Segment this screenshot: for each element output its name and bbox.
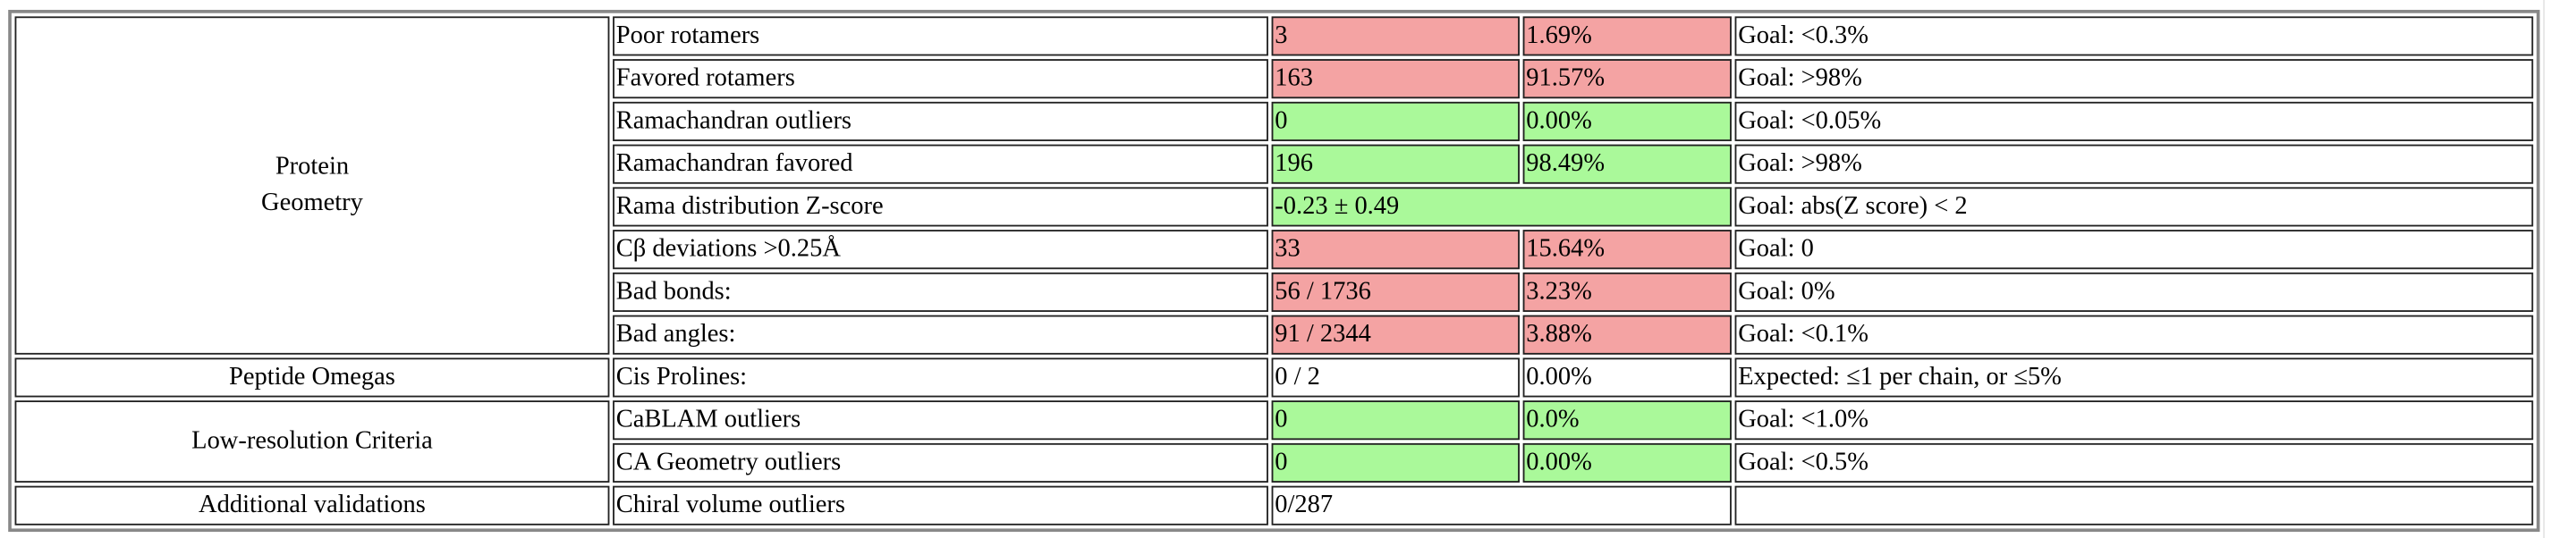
- metric-count: 56 / 1736: [1271, 272, 1520, 312]
- table-row: Bad bonds: 56 / 1736 3.23% Goal: 0%: [15, 272, 2534, 312]
- metric-goal: Goal: <0.3%: [1734, 16, 2534, 56]
- metric-percent: 0.0%: [1522, 400, 1732, 441]
- metric-goal: Goal: <0.5%: [1734, 442, 2534, 483]
- metric-count: 91 / 2344: [1271, 315, 1520, 355]
- metric-goal: Goal: <1.0%: [1734, 400, 2534, 441]
- metric-count: 0 / 2: [1271, 357, 1520, 398]
- metric-name: Rama distribution Z-score: [613, 187, 1268, 227]
- table-row: CA Geometry outliers 0 0.00% Goal: <0.5%: [15, 442, 2534, 483]
- metric-name: CaBLAM outliers: [613, 400, 1268, 441]
- metric-count: 163: [1271, 59, 1520, 99]
- metric-name: Ramachandran outliers: [613, 101, 1268, 141]
- metric-percent: 1.69%: [1522, 16, 1732, 56]
- metric-count: 33: [1271, 230, 1520, 270]
- metric-percent: 15.64%: [1522, 230, 1732, 270]
- metric-percent: 0.00%: [1522, 357, 1732, 398]
- metric-count: 0: [1271, 442, 1520, 483]
- metric-name: Ramachandran favored: [613, 144, 1268, 184]
- metric-percent: 98.49%: [1522, 144, 1732, 184]
- metric-name: Chiral volume outliers: [613, 485, 1268, 525]
- metric-name: Cβ deviations >0.25Å: [613, 230, 1268, 270]
- metric-goal: Goal: <0.05%: [1734, 101, 2534, 141]
- metric-percent: 3.88%: [1522, 315, 1732, 355]
- metric-percent: 91.57%: [1522, 59, 1732, 99]
- metric-goal: Expected: ≤1 per chain, or ≤5%: [1734, 357, 2534, 398]
- category-label-line2: Geometry: [261, 189, 363, 217]
- page-edge-divider: [2543, 0, 2546, 538]
- metric-name: Poor rotamers: [613, 16, 1268, 56]
- table-row: Low-resolution Criteria CaBLAM outliers …: [14, 400, 2534, 483]
- category-protein-geometry: Protein Geometry: [14, 16, 610, 355]
- metric-goal: Goal: 0%: [1734, 272, 2534, 312]
- table-row: Bad angles: 91 / 2344 3.88% Goal: <0.1%: [15, 315, 2534, 355]
- metric-goal: Goal: 0: [1734, 230, 2534, 270]
- table-row: Favored rotamers 163 91.57% Goal: >98%: [15, 59, 2534, 99]
- metric-goal: Goal: abs(Z score) < 2: [1734, 187, 2534, 227]
- table-row: Ramachandran outliers 0 0.00% Goal: <0.0…: [15, 101, 2534, 141]
- metric-name: CA Geometry outliers: [613, 442, 1268, 483]
- metric-value: -0.23 ± 0.49: [1271, 187, 1732, 227]
- metric-name: Bad bonds:: [613, 272, 1268, 312]
- metric-value: 0/287: [1271, 485, 1732, 525]
- metric-count: 0: [1271, 101, 1520, 141]
- metric-goal: Goal: >98%: [1734, 144, 2534, 184]
- table-row: Additional validations Chiral volume out…: [14, 485, 2534, 525]
- table-row: Ramachandran favored 196 98.49% Goal: >9…: [15, 144, 2534, 184]
- metric-goal: Goal: >98%: [1734, 59, 2534, 99]
- metric-count: 3: [1271, 16, 1520, 56]
- metric-percent: 0.00%: [1522, 442, 1732, 483]
- category-low-resolution: Low-resolution Criteria: [14, 400, 610, 483]
- category-additional-validations: Additional validations: [14, 485, 610, 525]
- table-row: Rama distribution Z-score -0.23 ± 0.49 G…: [15, 187, 2534, 227]
- metric-name: Bad angles:: [613, 315, 1268, 355]
- validation-table: Protein Geometry Poor rotamers 3 1.69% G…: [8, 10, 2540, 533]
- category-peptide-omegas: Peptide Omegas: [14, 357, 610, 398]
- metric-percent: 3.23%: [1522, 272, 1732, 312]
- metric-name: Favored rotamers: [613, 59, 1268, 99]
- table-row: Protein Geometry Poor rotamers 3 1.69% G…: [14, 16, 2534, 355]
- metric-name: Cis Prolines:: [613, 357, 1268, 398]
- metric-goal: [1734, 485, 2534, 525]
- metric-percent: 0.00%: [1522, 101, 1732, 141]
- table-row: Peptide Omegas Cis Prolines: 0 / 2 0.00%…: [14, 357, 2534, 398]
- metric-count: 196: [1271, 144, 1520, 184]
- table-row: Cβ deviations >0.25Å 33 15.64% Goal: 0: [15, 230, 2534, 270]
- metric-goal: Goal: <0.1%: [1734, 315, 2534, 355]
- category-label-line1: Protein: [275, 152, 350, 181]
- metric-count: 0: [1271, 400, 1520, 441]
